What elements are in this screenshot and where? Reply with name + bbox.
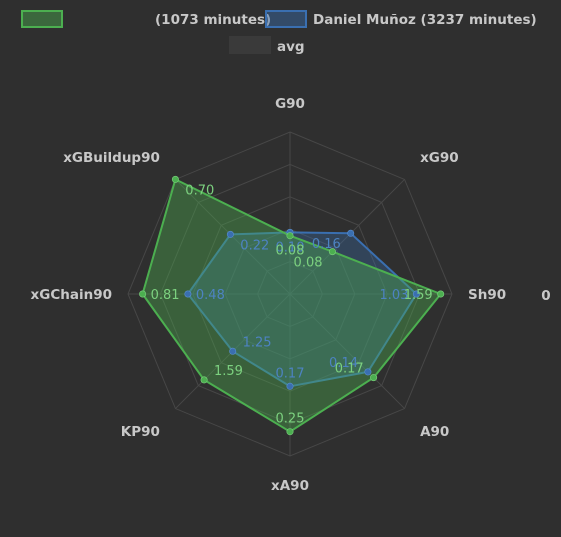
legend-label-series-1: (1073 minutes) bbox=[155, 12, 271, 28]
series-1-label-kp90: 1.59 bbox=[214, 364, 243, 379]
radar-value-labels: 0.10 0.161.030.140.171.250.480.22 0.080.08… bbox=[151, 183, 433, 426]
radial-tick-label: 0 bbox=[541, 288, 550, 304]
axis-label-kp90: KP90 bbox=[121, 424, 160, 440]
radar-axis-labels: G90 xG90 Sh90 A90 xA90 KP90 xGChain90 xGBuildup… bbox=[31, 96, 507, 494]
legend-label-avg: avg bbox=[277, 39, 305, 55]
legend-label-series-2: Daniel Muñoz (3237 minutes) bbox=[313, 12, 537, 28]
series-1-label-sh90: 1.59 bbox=[404, 288, 433, 303]
series-2-label-xg90: 0.16 bbox=[312, 237, 341, 252]
series-2-point-xa90[interactable] bbox=[286, 382, 294, 390]
legend: (1073 minutes) Daniel Muñoz (3237 minute… bbox=[21, 10, 537, 55]
series-2-point-sh90[interactable] bbox=[412, 290, 420, 298]
series-2-label-a90: 0.14 bbox=[329, 356, 358, 371]
axis-label-xa90: xA90 bbox=[271, 478, 309, 494]
series-2-label-xa90: 0.17 bbox=[276, 366, 305, 381]
series-1-label-xgchain90: 0.81 bbox=[151, 288, 180, 303]
series-2-point-xgchain90[interactable] bbox=[184, 290, 192, 298]
axis-label-a90: A90 bbox=[420, 424, 449, 440]
series-1-point-xg90[interactable] bbox=[328, 248, 336, 256]
series-2-label-xgchain90: 0.48 bbox=[196, 288, 225, 303]
series-1-label-a90: 0.17 bbox=[335, 362, 364, 377]
series-1-point-kp90[interactable] bbox=[200, 376, 208, 384]
series-1-point-xa90[interactable] bbox=[286, 428, 294, 436]
grid-spoke-3 bbox=[289, 293, 405, 409]
radar-areas bbox=[141, 178, 442, 433]
series-1-label-xg90: 0.08 bbox=[294, 256, 323, 271]
series-2-point-kp90[interactable] bbox=[229, 347, 237, 355]
series-2-label-kp90: 1.25 bbox=[243, 335, 272, 350]
radar-points bbox=[139, 175, 445, 436]
series-1-point-a90[interactable] bbox=[370, 374, 378, 382]
legend-swatch-avg[interactable] bbox=[229, 36, 271, 54]
series-area-1 bbox=[141, 178, 442, 433]
series-2-label-xgbuildup90: 0.22 bbox=[240, 238, 269, 253]
series-1-point-xgbuildup90[interactable] bbox=[171, 175, 179, 183]
series-1-point-xgchain90[interactable] bbox=[139, 290, 147, 298]
series-2-point-a90[interactable] bbox=[364, 368, 372, 376]
series-1-point-g90[interactable] bbox=[286, 232, 294, 240]
legend-swatch-series-1[interactable] bbox=[21, 10, 63, 28]
axis-label-xgchain90: xGChain90 bbox=[31, 287, 112, 303]
series-2-point-xgbuildup90[interactable] bbox=[226, 230, 234, 238]
axis-label-xg90: xG90 bbox=[420, 150, 459, 166]
legend-swatch-series-2[interactable] bbox=[265, 10, 307, 28]
series-1-label-xa90: 0.25 bbox=[276, 412, 305, 427]
series-2-label-sh90: 1.03 bbox=[379, 288, 408, 303]
grid-spoke-1 bbox=[289, 179, 405, 295]
axis-label-xgbuildup90: xGBuildup90 bbox=[63, 150, 160, 166]
series-1-point-sh90[interactable] bbox=[437, 290, 445, 298]
axis-label-sh90: Sh90 bbox=[468, 287, 506, 303]
series-2-label-g90: 0.10 bbox=[276, 240, 305, 255]
axis-label-g90: G90 bbox=[275, 96, 305, 112]
series-1-label-xgbuildup90: 0.70 bbox=[185, 183, 214, 198]
series-2-point-xg90[interactable] bbox=[347, 229, 355, 237]
series-1-label-g90: 0.08 bbox=[276, 244, 305, 259]
